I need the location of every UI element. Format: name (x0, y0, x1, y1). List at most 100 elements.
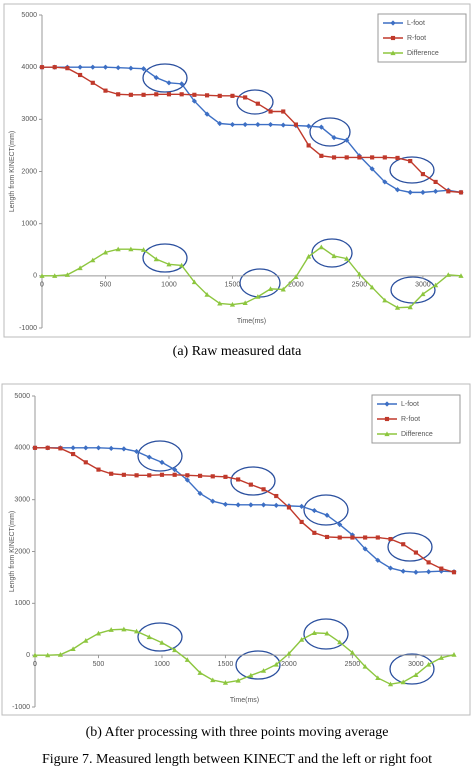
data-point (102, 64, 109, 70)
data-point (387, 565, 394, 571)
data-point (166, 261, 172, 267)
data-point (356, 271, 363, 277)
data-point (337, 639, 343, 645)
data-point (204, 292, 210, 297)
data-point (70, 445, 76, 451)
data-point (401, 542, 406, 547)
series-line (35, 447, 455, 573)
data-point (248, 502, 254, 508)
y-tick-label: 4000 (21, 64, 37, 71)
data-point (217, 120, 223, 127)
data-point (83, 638, 89, 643)
data-point (229, 121, 236, 128)
data-point (388, 536, 393, 542)
legend-label: Difference (401, 431, 433, 438)
y-tick-label: 3000 (21, 116, 37, 123)
y-tick-label: 0 (26, 652, 30, 659)
data-point (395, 155, 400, 161)
data-point (223, 474, 228, 479)
data-point (45, 652, 51, 658)
x-tick-label: 3000 (415, 282, 431, 289)
data-point (420, 291, 426, 297)
data-point (58, 446, 63, 451)
data-point (192, 92, 197, 97)
data-point (141, 92, 146, 97)
data-point (210, 474, 215, 479)
data-point (77, 64, 83, 70)
data-point (324, 534, 330, 540)
data-point (197, 473, 203, 478)
annotation-ellipse (389, 653, 435, 685)
data-point (210, 677, 216, 683)
data-point (407, 304, 413, 310)
y-tick-label: 1000 (14, 600, 30, 607)
legend-label: R-foot (407, 35, 426, 42)
data-point (293, 274, 299, 279)
data-point (349, 649, 356, 655)
data-point (273, 502, 279, 508)
data-point (204, 93, 210, 98)
y-tick-label: -1000 (12, 704, 30, 711)
x-tick-label: 1000 (154, 661, 170, 668)
data-point (108, 445, 114, 451)
data-point (90, 64, 96, 70)
data-point (121, 626, 127, 632)
y-tick-label: 1000 (21, 221, 37, 228)
data-point (370, 155, 375, 160)
data-point (70, 646, 76, 652)
data-point (312, 530, 317, 535)
data-point (394, 305, 401, 310)
data-point (426, 560, 431, 565)
legend-label: L-foot (407, 20, 425, 27)
data-point (433, 188, 439, 194)
data-point (420, 172, 425, 177)
annotation-ellipse (142, 243, 188, 273)
data-point (230, 93, 235, 98)
data-point (255, 294, 261, 299)
data-point (95, 630, 102, 636)
data-point (248, 482, 253, 487)
data-point (102, 249, 109, 255)
data-point (191, 279, 197, 285)
data-point (350, 535, 355, 540)
data-point (407, 189, 413, 195)
legend-marker (390, 20, 396, 26)
data-point (331, 155, 337, 160)
data-point (39, 273, 45, 278)
data-point (52, 273, 58, 278)
y-axis-label: Length from KINECT(mm) (9, 131, 16, 212)
data-point (64, 272, 70, 277)
data-point (179, 262, 185, 268)
caption: (b) After processing with three points m… (86, 725, 389, 740)
data-point (299, 503, 305, 510)
data-point (115, 246, 121, 252)
data-point (115, 65, 121, 71)
annotation-ellipse (142, 63, 188, 93)
data-point (344, 256, 350, 261)
data-point (159, 472, 165, 477)
x-tick-label: 500 (100, 282, 112, 289)
data-point (154, 92, 159, 97)
annotations (137, 63, 436, 685)
data-point (458, 273, 464, 278)
data-point (83, 460, 88, 465)
data-point (128, 246, 134, 252)
data-point (191, 98, 197, 104)
data-point (260, 668, 267, 673)
data-point (146, 634, 152, 640)
data-point (324, 630, 330, 636)
data-point (210, 498, 216, 504)
y-tick-label: 4000 (14, 445, 30, 452)
data-point (217, 93, 222, 98)
x-tick-label: 2500 (345, 661, 361, 668)
series-line (42, 66, 462, 194)
legend-marker (384, 401, 390, 407)
data-point (179, 81, 185, 87)
data-point (375, 675, 381, 681)
data-point (255, 101, 260, 106)
data-point (153, 75, 159, 81)
data-point (413, 672, 419, 677)
data-point (235, 502, 241, 508)
data-point (426, 569, 432, 575)
